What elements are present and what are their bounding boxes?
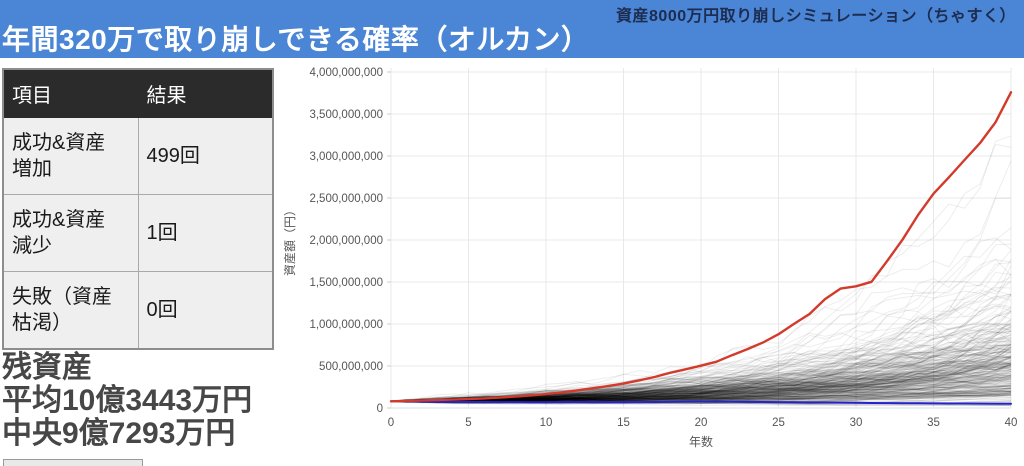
row-value: 499回 [137, 117, 274, 195]
x-tick-label: 20 [695, 417, 708, 429]
row-value: 1回 [137, 194, 274, 272]
summary-median: 中央9億7293万円 [2, 417, 236, 450]
y-tick-label: 2,000,000,000 [309, 235, 383, 247]
summary-mean: 平均10億3443万円 [2, 384, 253, 417]
remaining-assets-summary: 残資産 平均10億3443万円 中央9億7293万円 [2, 351, 252, 450]
x-tick-label: 0 [388, 417, 394, 429]
row-value: 0回 [137, 271, 274, 349]
x-tick-label: 40 [1005, 417, 1018, 429]
x-tick-label: 25 [772, 417, 785, 429]
x-tick-label: 5 [465, 417, 471, 429]
best-case-line [389, 91, 1013, 403]
app-subtitle: 資産8000万円取り崩しシミュレーション（ちゃすく） [616, 8, 1016, 25]
y-tick-label: 3,000,000,000 [309, 151, 383, 163]
column-header-result: 結果 [137, 68, 274, 118]
x-axis-label: 年数 [689, 434, 713, 449]
y-tick-label: 1,000,000,000 [309, 319, 383, 331]
y-tick-label: 2,500,000,000 [309, 193, 383, 205]
results-table-header-row: 項目 結果 [2, 68, 274, 118]
x-tick-label: 15 [617, 417, 630, 429]
column-header-item: 項目 [2, 68, 139, 118]
summary-heading: 残資産 [2, 351, 92, 384]
page-title: 年間320万で取り崩しできる確率（オルカン） [2, 24, 590, 55]
y-tick-label: 4,000,000,000 [309, 67, 383, 79]
y-tick-label: 3,500,000,000 [309, 109, 383, 121]
table-row-success-increase: 成功&資産増加 499回 [2, 117, 274, 195]
row-label: 失敗（資産枯渇） [2, 271, 139, 349]
y-axis-label: 資産額（円） [282, 204, 297, 276]
x-tick-label: 35 [927, 417, 940, 429]
asset-simulation-chart: 0 500,000,000 1,000,000,000 1,500,000,000 2,… [278, 62, 1024, 466]
x-tick-label: 30 [850, 417, 863, 429]
table-row-success-decrease: 成功&資産減少 1回 [2, 194, 274, 272]
chart-svg: 0 500,000,000 1,000,000,000 1,500,000,000 2,… [282, 67, 1018, 449]
cropped-bottom-element [3, 459, 143, 466]
row-label: 成功&資産減少 [2, 194, 139, 272]
header-bar: 資産8000万円取り崩しシミュレーション（ちゃすく） 年間320万で取り崩しでき… [0, 0, 1024, 58]
row-label: 成功&資産増加 [2, 117, 139, 195]
x-tick-label: 10 [540, 417, 553, 429]
worst-case-line [390, 400, 1012, 405]
y-tick-label: 0 [377, 403, 383, 415]
table-row-failure-depleted: 失敗（資産枯渇） 0回 [2, 271, 274, 349]
results-table: 項目 結果 成功&資産増加 499回 成功&資産減少 1回 失敗（資産枯渇） 0… [2, 68, 274, 350]
y-tick-label: 500,000,000 [319, 361, 383, 373]
y-tick-label: 1,500,000,000 [309, 277, 383, 289]
